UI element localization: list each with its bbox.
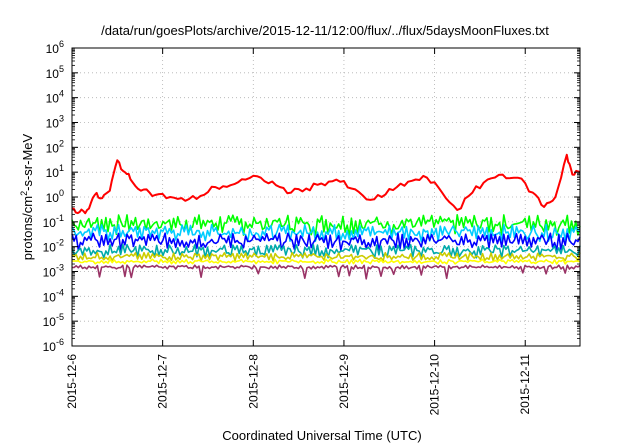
x-axis: 2015-12-6 2015-12-7 2015-12-8 2015-12-9 2015…	[65, 48, 532, 415]
y-tick-label-base: 10	[46, 92, 60, 106]
y-tick-label-exp: -5	[56, 312, 64, 322]
x-tick-label: 2015-12-6	[65, 354, 79, 409]
y-tick-label-exp: 2	[59, 138, 64, 148]
y-tick-label-base: 10	[43, 241, 57, 255]
y-tick-label-exp: 5	[59, 64, 64, 74]
y-tick-label-base: 10	[43, 315, 57, 329]
y-tick-label-base: 10	[46, 191, 60, 205]
x-axis-label: Coordinated Universal Time (UTC)	[222, 428, 421, 443]
y-tick-label: 10-2	[43, 238, 64, 255]
y-tick-label-exp: -6	[56, 337, 64, 347]
y-tick-label-exp: -2	[56, 238, 64, 248]
y-tick-label-exp: 1	[59, 163, 64, 173]
series-line	[71, 251, 581, 262]
y-tick-label-exp: 0	[59, 188, 64, 198]
y-axis-label-base: protons/cm	[20, 196, 35, 260]
y-axis-label-rest: -s-sr-MeV	[20, 133, 35, 190]
y-tick-label-base: 10	[43, 340, 57, 354]
y-tick-label-exp: 3	[59, 114, 64, 124]
y-tick-label-base: 10	[43, 290, 57, 304]
y-tick-label: 10-4	[43, 287, 64, 304]
y-tick-label-base: 10	[43, 266, 57, 280]
y-tick-label-exp: 4	[59, 89, 64, 99]
series-line	[71, 232, 581, 251]
y-tick-label: 101	[46, 163, 64, 180]
y-tick-label-base: 10	[46, 117, 60, 131]
series-line	[71, 243, 581, 259]
y-tick-label-exp: -4	[56, 287, 64, 297]
y-tick-label: 10-6	[43, 337, 64, 354]
y-tick-label: 10-5	[43, 312, 64, 329]
x-tick-label: 2015-12-10	[428, 354, 442, 416]
y-tick-label-base: 10	[46, 141, 60, 155]
y-tick-label: 106	[46, 39, 64, 56]
y-tick-label-exp: -3	[56, 263, 64, 273]
y-tick-label-base: 10	[43, 216, 57, 230]
y-tick-label: 102	[46, 138, 64, 155]
y-axis-label: protons/cm2-s-sr-MeV	[19, 133, 35, 260]
y-tick-label: 104	[46, 89, 64, 106]
y-tick-label: 10-3	[43, 263, 64, 280]
x-tick-label: 2015-12-8	[246, 354, 260, 409]
y-tick-label: 10-1	[43, 213, 64, 230]
x-tick-label: 2015-12-7	[156, 354, 170, 409]
y-tick-label: 105	[46, 64, 64, 81]
series-line-red	[71, 153, 581, 215]
series-line	[71, 264, 581, 280]
y-tick-label-base: 10	[46, 166, 60, 180]
y-tick-label-exp: -1	[56, 213, 64, 223]
chart-title: /data/run/goesPlots/archive/2015-12-11/1…	[101, 23, 549, 38]
series-line	[71, 258, 581, 265]
y-tick-label-exp: 6	[59, 39, 64, 49]
y-tick-label: 100	[46, 188, 64, 205]
y-tick-label: 103	[46, 114, 64, 131]
series-line	[71, 214, 581, 237]
y-axis-label-sup: 2	[19, 191, 29, 196]
series-layer	[71, 153, 581, 280]
y-tick-label-base: 10	[46, 67, 60, 81]
y-axis: 10610510410310210110010-110-210-310-410-…	[43, 39, 580, 354]
x-tick-label: 2015-12-11	[518, 354, 532, 415]
x-tick-label: 2015-12-9	[337, 354, 351, 409]
y-tick-label-base: 10	[46, 42, 60, 56]
